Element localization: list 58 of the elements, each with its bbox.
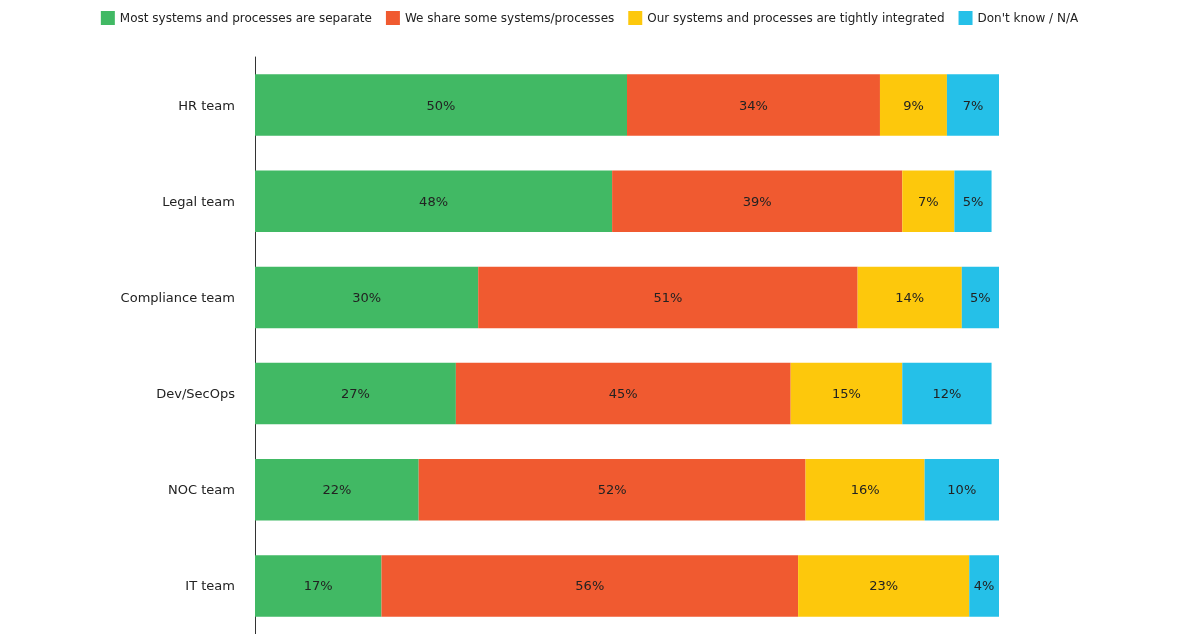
data-label: 48% [419, 193, 449, 209]
bar [924, 458, 999, 521]
data-label: 9% [903, 97, 924, 113]
data-label: 56% [575, 578, 605, 594]
bar [798, 555, 970, 617]
bar [879, 74, 947, 136]
bar [255, 555, 382, 617]
data-label: 7% [962, 97, 984, 113]
data-label: 39% [742, 193, 772, 209]
data-label: 34% [739, 97, 768, 113]
bar [627, 74, 880, 136]
bar [255, 74, 627, 136]
bar [954, 170, 992, 233]
data-label: 15% [832, 386, 861, 402]
bar [961, 266, 999, 329]
y-tick-label: NOC team [168, 482, 235, 498]
bar [969, 555, 999, 617]
bar [790, 362, 903, 425]
data-label: 45% [608, 386, 638, 402]
legend-label: Our systems and processes are tightly integrated [647, 11, 945, 25]
y-tick-label: Legal team [162, 193, 235, 209]
data-label: 12% [932, 386, 962, 402]
y-tick-label: Dev/SecOps [156, 386, 236, 402]
bar [805, 458, 925, 521]
legend-label: We share some systems/processes [404, 11, 615, 25]
bar [612, 170, 903, 233]
y-tick-label: Compliance team [120, 289, 235, 305]
bar [418, 458, 806, 521]
bar [255, 170, 613, 233]
legend-label: Most systems and processes are separate [119, 11, 372, 25]
data-label: 4% [973, 578, 995, 594]
bar [255, 458, 419, 521]
data-label: 23% [869, 578, 899, 594]
data-label: 10% [947, 482, 977, 498]
bar [857, 266, 962, 329]
data-label: 17% [303, 578, 333, 594]
data-label: 30% [352, 289, 382, 305]
data-label: 14% [895, 289, 925, 305]
bar [381, 555, 799, 617]
data-label: 51% [653, 289, 683, 305]
data-label: 16% [850, 482, 880, 498]
legend-label: Don't know / N/A [977, 11, 1079, 25]
data-label: 22% [322, 482, 352, 498]
bar [946, 74, 999, 136]
bar [902, 170, 955, 233]
data-label: 5% [962, 193, 984, 209]
bar [455, 362, 791, 425]
y-tick-label: IT team [185, 578, 235, 594]
data-label: 7% [918, 193, 939, 209]
data-label: 52% [597, 482, 627, 498]
data-label: 50% [426, 97, 456, 113]
y-tick-label: HR team [178, 97, 235, 113]
bar [902, 362, 992, 425]
bar [255, 266, 479, 329]
data-label: 27% [340, 386, 370, 402]
data-label: 5% [970, 289, 991, 305]
bar [255, 362, 456, 425]
bar [478, 266, 858, 329]
